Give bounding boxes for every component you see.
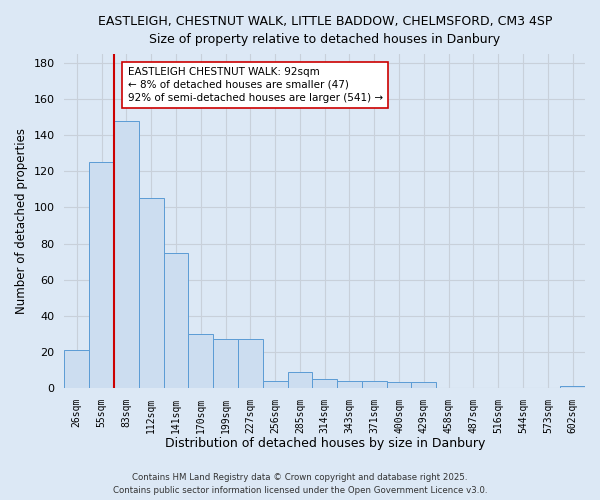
Bar bbox=[238, 339, 263, 388]
Text: EASTLEIGH CHESTNUT WALK: 92sqm
← 8% of detached houses are smaller (47)
92% of s: EASTLEIGH CHESTNUT WALK: 92sqm ← 8% of d… bbox=[128, 66, 383, 103]
Bar bbox=[386, 382, 412, 388]
Bar bbox=[560, 386, 585, 388]
Text: Contains HM Land Registry data © Crown copyright and database right 2025.
Contai: Contains HM Land Registry data © Crown c… bbox=[113, 474, 487, 495]
Bar bbox=[64, 350, 89, 388]
Bar bbox=[337, 380, 362, 388]
Bar bbox=[213, 339, 238, 388]
Bar bbox=[263, 380, 287, 388]
Bar bbox=[362, 380, 386, 388]
Bar bbox=[287, 372, 313, 388]
X-axis label: Distribution of detached houses by size in Danbury: Distribution of detached houses by size … bbox=[164, 437, 485, 450]
Bar bbox=[89, 162, 114, 388]
Y-axis label: Number of detached properties: Number of detached properties bbox=[15, 128, 28, 314]
Bar bbox=[313, 379, 337, 388]
Bar bbox=[188, 334, 213, 388]
Bar bbox=[114, 121, 139, 388]
Title: EASTLEIGH, CHESTNUT WALK, LITTLE BADDOW, CHELMSFORD, CM3 4SP
Size of property re: EASTLEIGH, CHESTNUT WALK, LITTLE BADDOW,… bbox=[98, 15, 552, 46]
Bar bbox=[139, 198, 164, 388]
Bar bbox=[412, 382, 436, 388]
Bar bbox=[164, 252, 188, 388]
